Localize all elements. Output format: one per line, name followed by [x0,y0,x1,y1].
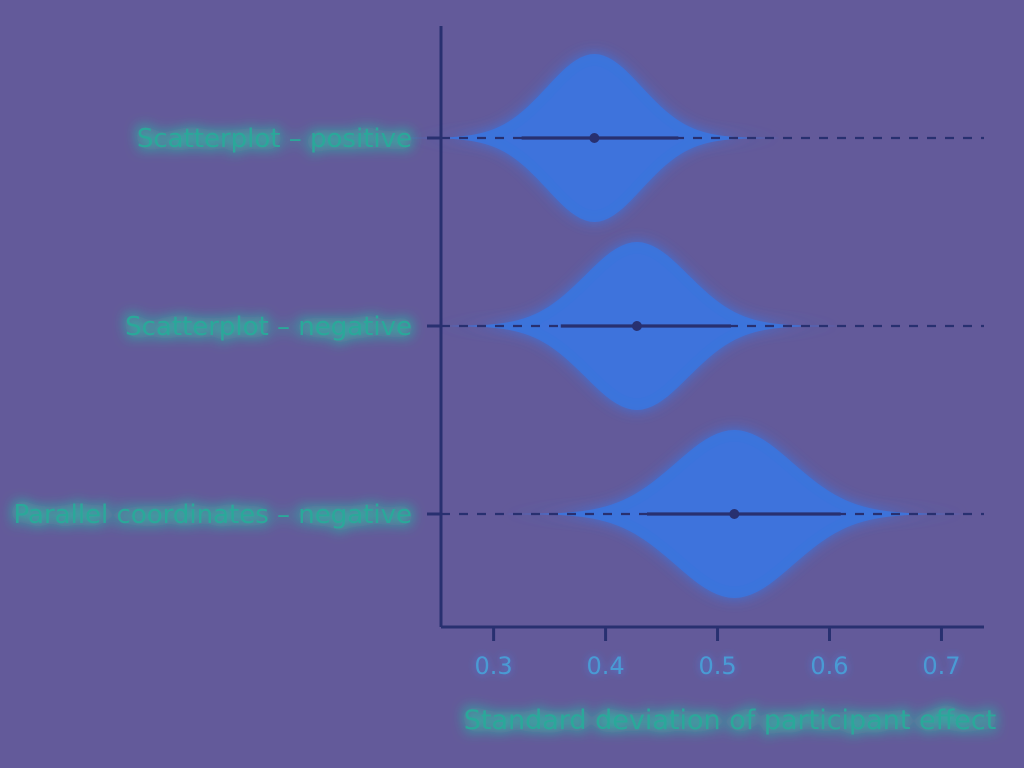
x-tick-label: 0.5 [698,652,736,680]
plot-area: 0.3 0.4 0.5 0.6 0.7 Scatterplot – positiveSc… [14,26,984,680]
category-label: Scatterplot – positive [137,124,412,154]
category-label: Parallel coordinates – negative [14,500,412,530]
x-axis-title: Standard deviation of participant effect [464,705,997,736]
x-axis-ticks: 0.3 0.4 0.5 0.6 0.7 [427,136,961,680]
x-tick-label: 0.7 [922,652,960,680]
intervals-layer [441,133,984,519]
category-labels: Scatterplot – positive Scatterplot – nega… [14,124,412,530]
point-estimate [729,509,740,519]
category-label: Scatterplot – negative [125,312,412,342]
point-estimate [631,321,642,331]
x-tick-label: 0.6 [810,652,848,680]
point-estimate [589,133,600,143]
x-tick-label: 0.3 [475,652,513,680]
x-tick-label: 0.4 [586,652,624,680]
